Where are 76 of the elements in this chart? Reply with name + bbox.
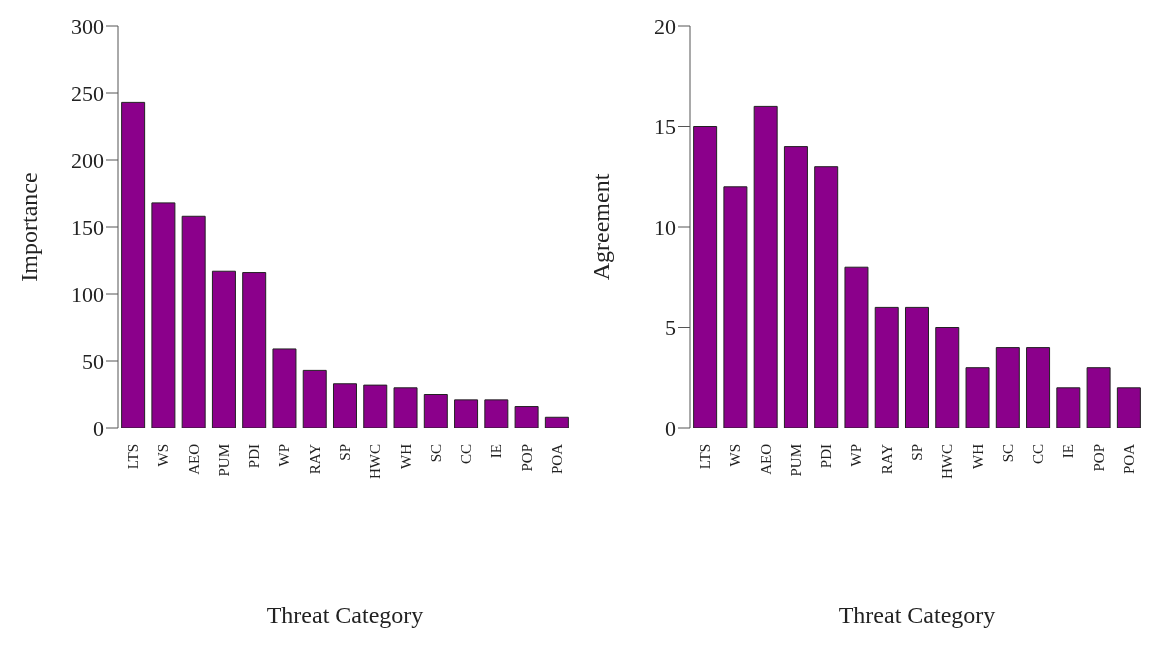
y-tick-label: 150 (71, 214, 104, 240)
x-tick-label: LTS (697, 444, 714, 470)
x-tick-label: WS (727, 444, 744, 467)
bar (814, 166, 839, 428)
x-tick-label: WH (969, 443, 986, 469)
bar (753, 105, 778, 428)
x-tick-label: SC (427, 444, 444, 463)
y-tick-label: 100 (71, 281, 104, 307)
x-axis-title: Threat Category (838, 602, 996, 628)
bar (723, 186, 748, 428)
x-tick-label: PDI (246, 444, 263, 469)
y-axis-title: Importance (15, 172, 42, 282)
bar (1116, 387, 1141, 428)
x-tick-label: POP (518, 444, 535, 472)
x-tick-label: WH (397, 443, 414, 469)
y-tick-label: 10 (654, 214, 676, 240)
x-tick-label: PUM (787, 444, 804, 477)
x-tick-label: WP (276, 444, 293, 467)
bar (693, 126, 718, 428)
bar (393, 387, 418, 428)
bar (1026, 347, 1051, 428)
bar (935, 327, 960, 428)
y-tick-label: 20 (654, 13, 676, 39)
bar (844, 266, 869, 428)
bar (151, 202, 176, 428)
bar (905, 306, 929, 428)
x-tick-label: PUM (215, 444, 232, 477)
bar (363, 384, 388, 428)
y-tick-label: 50 (82, 348, 104, 374)
x-tick-label: PDI (818, 444, 835, 469)
y-tick-label: 15 (654, 114, 676, 140)
bar (272, 348, 297, 428)
x-tick-label: AEO (185, 443, 202, 475)
y-tick-label: 250 (71, 80, 104, 106)
bar (874, 306, 899, 428)
bar (965, 367, 990, 428)
bar (181, 215, 206, 428)
bar (121, 101, 146, 428)
x-tick-label: SC (999, 444, 1016, 463)
x-tick-label: IE (488, 444, 505, 459)
bar (454, 399, 479, 428)
y-axis-title: Agreement (587, 173, 614, 281)
x-tick-label: SP (337, 444, 353, 461)
bar (423, 394, 448, 428)
bar (333, 383, 357, 428)
x-tick-label: POA (548, 443, 565, 475)
bar (544, 416, 569, 428)
x-tick-label: LTS (125, 444, 142, 470)
x-tick-label: WP (848, 444, 865, 467)
bar (211, 270, 236, 428)
x-tick-label: POA (1120, 443, 1137, 475)
bar (242, 272, 267, 428)
bar (1086, 367, 1111, 428)
x-tick-label: RAY (306, 443, 323, 475)
x-axis-title: Threat Category (266, 602, 424, 628)
bar (995, 347, 1020, 428)
y-tick-label: 5 (665, 315, 676, 341)
bar (302, 369, 327, 428)
x-tick-label: CC (1030, 444, 1047, 465)
x-tick-label: CC (458, 444, 475, 465)
x-tick-label: SP (909, 444, 925, 461)
bar (514, 406, 539, 428)
bar (783, 146, 808, 428)
bar (1056, 387, 1081, 428)
x-tick-label: AEO (757, 443, 774, 475)
bar (484, 399, 509, 428)
x-tick-label: WS (155, 444, 172, 467)
x-tick-label: RAY (878, 443, 895, 475)
x-tick-label: POP (1090, 444, 1107, 472)
x-tick-label: IE (1060, 444, 1077, 459)
y-tick-label: 300 (71, 13, 104, 39)
y-tick-label: 0 (93, 415, 104, 441)
y-tick-label: 200 (71, 147, 104, 173)
x-tick-label: HWC (367, 444, 384, 479)
y-tick-label: 0 (665, 415, 676, 441)
x-tick-label: HWC (939, 444, 956, 479)
